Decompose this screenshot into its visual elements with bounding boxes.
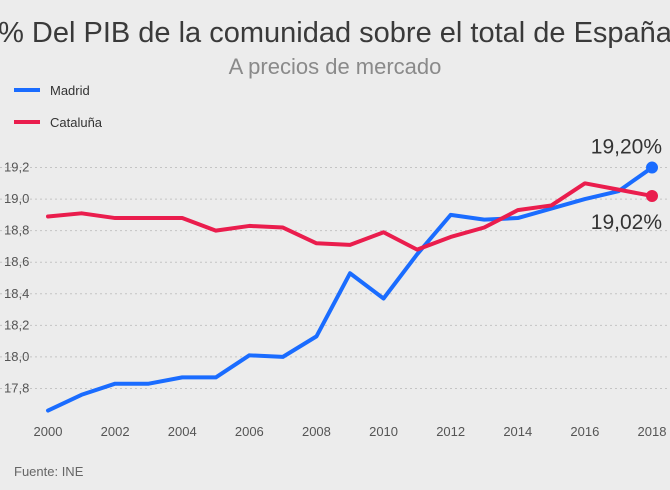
x-tick-label: 2012 bbox=[436, 424, 465, 439]
x-tick-label: 2006 bbox=[235, 424, 264, 439]
y-tick-label: 19,0 bbox=[4, 191, 29, 206]
series-group bbox=[46, 161, 658, 413]
y-tick-label: 18,0 bbox=[4, 349, 29, 364]
y-tick-label: 18,2 bbox=[4, 317, 29, 332]
end-value-label: 19,02% bbox=[591, 211, 662, 234]
x-tick-label: 2014 bbox=[503, 424, 532, 439]
x-tick-label: 2018 bbox=[638, 424, 667, 439]
y-tick-label: 18,8 bbox=[4, 223, 29, 238]
x-tick-label: 2000 bbox=[34, 424, 63, 439]
legend-label: Cataluña bbox=[50, 115, 103, 130]
source-note: Fuente: INE bbox=[14, 464, 84, 479]
y-tick-label: 19,2 bbox=[4, 160, 29, 175]
legend: Madrid Cataluña bbox=[14, 83, 103, 130]
series-end-point bbox=[646, 161, 658, 174]
chart-title: % Del PIB de la comunidad sobre el total… bbox=[0, 17, 670, 49]
series-line-cataluna bbox=[46, 181, 654, 252]
y-axis: 17,8 18,0 18,2 18,4 18,6 18,8 19,0 19,2 bbox=[4, 160, 29, 396]
y-tick-label: 17,8 bbox=[4, 380, 29, 395]
x-tick-label: 2004 bbox=[168, 424, 197, 439]
series-line-madrid bbox=[46, 165, 654, 413]
x-tick-label: 2008 bbox=[302, 424, 331, 439]
legend-label: Madrid bbox=[50, 83, 90, 98]
grid bbox=[0, 167, 670, 389]
chart-subtitle: A precios de mercado bbox=[229, 54, 442, 79]
y-tick-label: 18,4 bbox=[4, 286, 29, 301]
x-tick-label: 2002 bbox=[101, 424, 130, 439]
end-labels: 19,20% 19,02% bbox=[591, 136, 662, 234]
x-tick-label: 2016 bbox=[570, 424, 599, 439]
x-axis: 2000 2002 2004 2006 2008 2010 2012 2014 2016 2018 bbox=[34, 424, 667, 439]
series-end-point bbox=[646, 189, 658, 202]
x-tick-label: 2010 bbox=[369, 424, 398, 439]
end-value-label: 19,20% bbox=[591, 136, 662, 159]
y-tick-label: 18,6 bbox=[4, 254, 29, 269]
